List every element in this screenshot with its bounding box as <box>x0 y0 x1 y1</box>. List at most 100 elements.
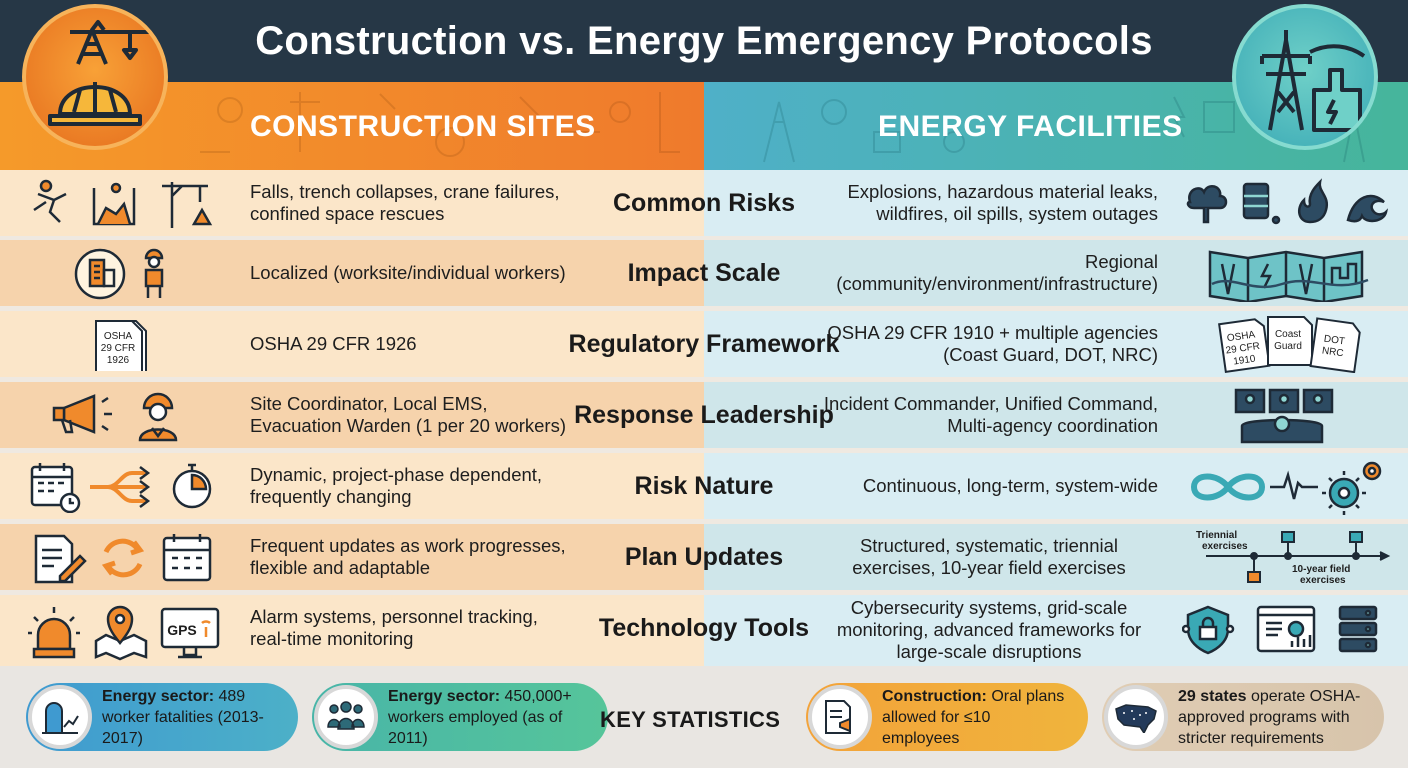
stat-fatalities: Energy sector: 489 worker fatalities (20… <box>26 683 298 751</box>
falling-person-icon <box>33 179 67 223</box>
pulse-icon <box>1270 470 1318 500</box>
stat-3-text: Oral plans allowed for ≤10 employees <box>882 687 1065 747</box>
timeline-label-top: Triennial exercises <box>1196 530 1248 552</box>
calendar-icon <box>162 534 212 582</box>
energy-regulatory-framework: OSHA 29 CFR 1910 + multiple agencies (Co… <box>827 322 1158 365</box>
energy-plan-updates: Structured, systematic, triennial exerci… <box>852 535 1126 578</box>
energy-emblem <box>1232 4 1378 150</box>
plan-megaphone-icon <box>808 685 872 749</box>
stat-osha-states: 29 states operate OSHA-approved programs… <box>1102 683 1384 751</box>
stopwatch-icon <box>172 463 212 509</box>
construction-risk-icons <box>24 176 224 230</box>
energy-risk-nature: Continuous, long-term, system-wide <box>862 475 1158 496</box>
page-title: Construction vs. Energy Emergency Protoc… <box>255 18 1153 63</box>
dashboard-icon <box>1256 605 1316 653</box>
row-plan-updates: Frequent updates as work progresses, fle… <box>0 524 1408 590</box>
timeline-label-bottom: 10-year field exercises <box>1292 564 1350 586</box>
wave-icon <box>1346 194 1389 223</box>
svg-text:NRC: NRC <box>1321 345 1344 359</box>
power-tower-factory-icon <box>1260 30 1366 132</box>
category-impact-scale: Impact Scale <box>627 258 781 287</box>
construction-risk-nature: Dynamic, project-phase dependent, freque… <box>250 464 543 507</box>
svg-text:29 CFR: 29 CFR <box>1225 341 1261 357</box>
category-plan-updates: Plan Updates <box>624 542 784 571</box>
osha-1910-document-icon: OSHA 29 CFR 1910 <box>1218 318 1271 373</box>
svg-text:Guard: Guard <box>1274 341 1302 352</box>
stat-1-bold: Energy sector: <box>102 687 215 705</box>
fire-icon <box>1297 178 1329 224</box>
stat-1-text: 489 worker fatalities (2013-2017) <box>102 687 264 747</box>
energy-regulation-icons: OSHA 29 CFR 1910 Coast Guard DOT NRC <box>1182 315 1392 374</box>
energy-common-risks: Explosions, hazardous material leaks, wi… <box>847 181 1158 224</box>
construction-response-leadership: Site Coordinator, Local EMS, Evacuation … <box>250 393 567 436</box>
doc-line-1: OSHA <box>104 331 133 342</box>
stat-oral-plans: Construction: Oral plans allowed for ≤10… <box>806 683 1088 751</box>
location-map-icon <box>94 605 148 661</box>
hardhat-crane-icon <box>48 20 156 126</box>
svg-text:Coast: Coast <box>1275 329 1301 340</box>
branching-arrows-icon <box>90 466 151 508</box>
stat-4-text: operate OSHA-approved programs with stri… <box>1178 687 1361 747</box>
energy-leadership-icons <box>1182 386 1392 444</box>
energy-risk-nature-icons <box>1182 457 1392 515</box>
row-technology-tools: GPS Alarm systems, personnel tracking, r… <box>0 595 1408 666</box>
category-technology-tools: Technology Tools <box>598 613 810 642</box>
grave-chart-icon <box>28 685 92 749</box>
energy-response-leadership: Incident Commander, Unified Command, Mul… <box>823 393 1158 436</box>
energy-impact-scale: Regional (community/environment/infrastr… <box>836 251 1158 294</box>
gps-monitor-icon: GPS <box>160 607 220 659</box>
construction-impact-scale: Localized (worksite/individual workers) <box>250 262 566 283</box>
usa-map-icon <box>1104 685 1168 749</box>
regional-map-icon <box>1208 250 1369 304</box>
stat-3-bold: Construction: <box>882 687 987 705</box>
construction-plan-icons <box>24 530 224 584</box>
category-regulatory-framework: Regulatory Framework <box>568 329 840 358</box>
worker-icon <box>144 248 164 298</box>
gps-label: GPS <box>167 622 197 638</box>
construction-technology-tools: Alarm systems, personnel tracking, real-… <box>250 606 538 649</box>
calendar-clock-icon <box>30 463 81 514</box>
explosion-icon <box>1186 184 1228 224</box>
svg-text:DOT: DOT <box>1323 334 1345 348</box>
construction-column-title: CONSTRUCTION SITES <box>250 110 596 143</box>
doc-line-2: 29 CFR <box>101 343 135 354</box>
exercise-timeline: Triennial exercises 10-year field exercise… <box>1192 526 1400 590</box>
dot-nrc-document-icon: DOT NRC <box>1309 317 1361 374</box>
stat-2-text: 450,000+ workers employed (as of 2011) <box>388 687 572 747</box>
svg-text:1910: 1910 <box>1233 354 1257 368</box>
refresh-icon <box>101 538 145 578</box>
energy-technology-icons <box>1181 599 1392 657</box>
construction-regulatory-framework: OSHA 29 CFR 1926 <box>250 333 417 354</box>
construction-leadership-icons <box>24 388 224 442</box>
coordinator-icon <box>138 392 178 442</box>
server-icon <box>1338 605 1378 653</box>
category-common-risks: Common Risks <box>613 188 795 217</box>
infinity-icon <box>1190 473 1266 501</box>
coast-guard-document-icon: Coast Guard <box>1267 316 1313 366</box>
construction-risk-nature-icons <box>24 459 224 514</box>
row-regulatory-framework: OSHA 29 CFR 1926 OSHA 29 CFR 1926 Regula… <box>0 311 1408 377</box>
energy-risk-icons <box>1182 174 1392 232</box>
alarm-light-icon <box>28 607 80 659</box>
energy-technology-tools: Cybersecurity systems, grid-scale monito… <box>836 597 1142 662</box>
construction-technology-icons: GPS <box>24 601 224 661</box>
category-risk-nature: Risk Nature <box>634 471 774 500</box>
crane-warning-icon <box>162 182 213 228</box>
energy-impact-icons <box>1182 244 1392 304</box>
energy-column-title: ENERGY FACILITIES <box>878 110 1183 143</box>
svg-text:OSHA: OSHA <box>1226 329 1256 344</box>
construction-emblem <box>22 4 168 150</box>
construction-common-risks: Falls, trench collapses, crane failures,… <box>250 181 560 224</box>
shield-lock-icon <box>1181 605 1235 655</box>
stat-2-bold: Energy sector: <box>388 687 501 705</box>
building-icon <box>74 248 126 300</box>
command-center-icon <box>1234 388 1334 444</box>
workers-group-icon <box>314 685 378 749</box>
gear-icon <box>1322 461 1382 515</box>
row-impact-scale: Localized (worksite/individual workers) … <box>0 240 1408 306</box>
construction-regulation-icons: OSHA 29 CFR 1926 <box>24 317 224 374</box>
row-common-risks: Falls, trench collapses, crane failures,… <box>0 170 1408 236</box>
oil-barrel-icon <box>1242 182 1281 225</box>
stat-workers-employed: Energy sector: 450,000+ workers employed… <box>312 683 608 751</box>
construction-plan-updates: Frequent updates as work progresses, fle… <box>250 535 566 578</box>
